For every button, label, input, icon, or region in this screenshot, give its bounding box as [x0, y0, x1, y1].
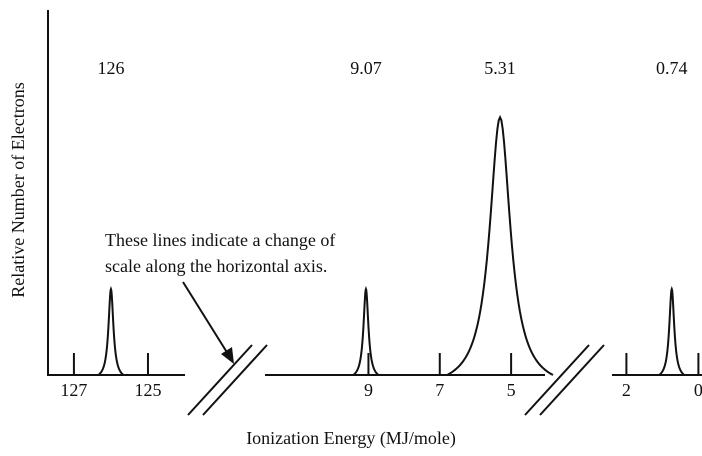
- axis-break: [524, 344, 590, 416]
- peak: [97, 285, 125, 376]
- axis-break: [539, 344, 605, 416]
- peak-label: 5.31: [484, 58, 516, 78]
- peak-label: 126: [97, 58, 124, 78]
- annotation-arrow: [182, 281, 229, 355]
- x-tick-label: 9: [364, 380, 373, 400]
- peak: [446, 114, 554, 376]
- x-tick-label: 0: [694, 380, 702, 400]
- axis-break: [202, 344, 268, 416]
- x-tick-label: 125: [134, 380, 161, 400]
- peak: [658, 285, 685, 376]
- x-tick-label: 127: [60, 380, 87, 400]
- y-axis-label: Relative Number of Electrons: [8, 82, 28, 297]
- annotation: scale along the horizontal axis.: [105, 256, 327, 276]
- x-tick-label: 7: [435, 380, 444, 400]
- peak-label: 0.74: [656, 58, 688, 78]
- peak-label: 9.07: [350, 58, 382, 78]
- axis-break: [187, 344, 253, 416]
- annotation: These lines indicate a change of: [105, 230, 335, 250]
- x-tick-label: 2: [622, 380, 631, 400]
- x-axis-label: Ionization Energy (MJ/mole): [246, 428, 456, 449]
- x-tick-label: 5: [507, 380, 516, 400]
- arrow-head: [221, 347, 234, 364]
- peak: [352, 285, 380, 376]
